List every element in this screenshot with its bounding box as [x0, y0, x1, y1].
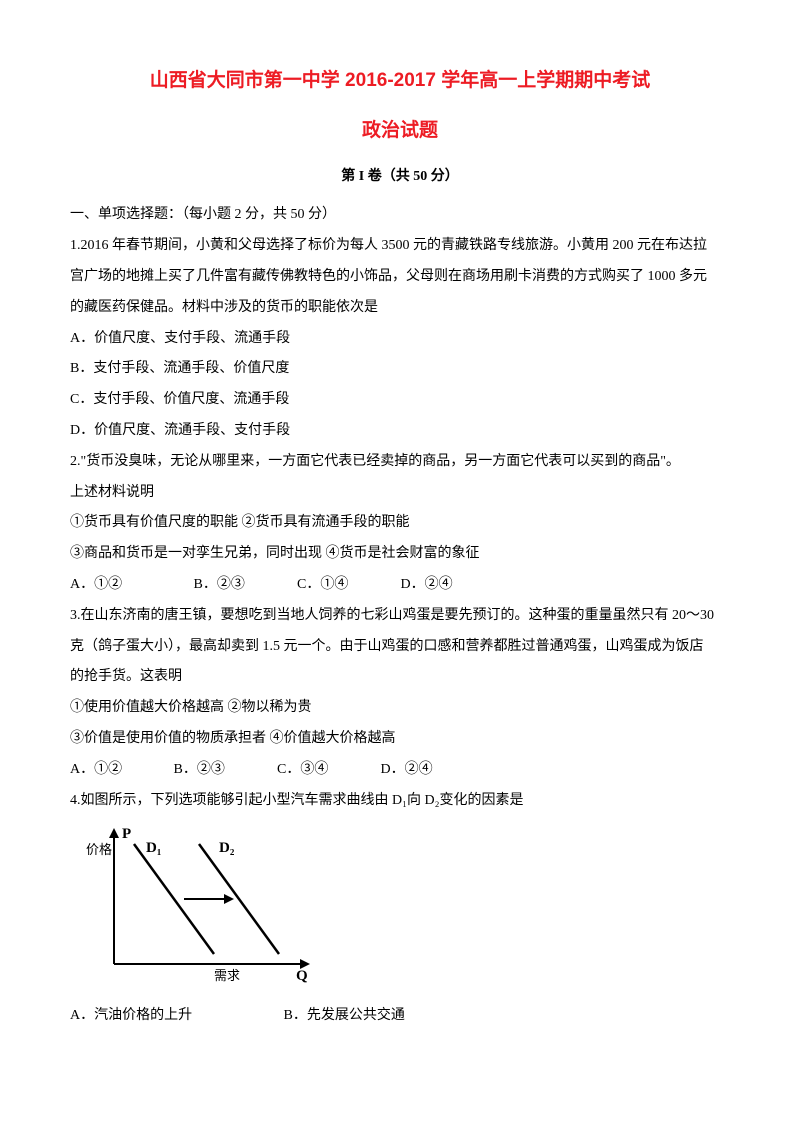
svg-text:P: P — [122, 826, 131, 842]
q3-line3: 的抢手货。这表明 — [70, 662, 730, 693]
q3-option-a: A．①② — [70, 755, 170, 786]
q3-option-c: C．③④ — [277, 755, 377, 786]
q3-stmt-3: ③价值是使用价值的物质承担者 — [70, 731, 266, 746]
svg-text:价格: 价格 — [86, 842, 112, 857]
q2-option-b: B．②③ — [194, 570, 294, 601]
q3-line2: 克（鸽子蛋大小），最高却卖到 1.5 元一个。由于山鸡蛋的口感和营养都胜过普通鸡… — [70, 632, 730, 663]
q1-option-a: A．价值尺度、支付手段、流通手段 — [70, 324, 730, 355]
svg-text:D₁: D₁ — [146, 840, 161, 856]
q2-options: A．①② B．②③ C．①④ D．②④ — [70, 570, 730, 601]
q1-option-b: B．支付手段、流通手段、价值尺度 — [70, 354, 730, 385]
q1-line2: 宫广场的地摊上买了几件富有藏传佛教特色的小饰品，父母则在商场用刷卡消费的方式购买… — [70, 262, 730, 293]
q1-option-c: C．支付手段、价值尺度、流通手段 — [70, 385, 730, 416]
q3-line1: 3.在山东济南的唐王镇，要想吃到当地人饲养的七彩山鸡蛋是要先预订的。这种蛋的重量… — [70, 601, 730, 632]
q1-line3: 的藏医药保健品。材料中涉及的货币的职能依次是 — [70, 293, 730, 324]
demand-curve-svg: P 价格 Q 需求 D₁ D₂ — [84, 824, 324, 984]
svg-text:需求: 需求 — [214, 968, 240, 983]
exam-title-main: 山西省大同市第一中学 2016-2017 学年高一上学期期中考试 — [70, 60, 730, 102]
q3-option-b: B．②③ — [174, 755, 274, 786]
svg-text:Q: Q — [296, 968, 308, 984]
svg-text:D₂: D₂ — [219, 840, 235, 856]
q2-statements-1: ①货币具有价值尺度的职能 ②货币具有流通手段的职能 — [70, 508, 730, 539]
q3-options: A．①② B．②③ C．③④ D．②④ — [70, 755, 730, 786]
q1-option-d: D．价值尺度、流通手段、支付手段 — [70, 416, 730, 447]
q2-statements-2: ③商品和货币是一对孪生兄弟，同时出现 ④货币是社会财富的象征 — [70, 539, 730, 570]
q2-option-d: D．②④ — [401, 570, 453, 601]
q2-line2: 上述材料说明 — [70, 478, 730, 509]
q4-demand-chart: P 价格 Q 需求 D₁ D₂ — [84, 824, 730, 997]
q4-options: A．汽油价格的上升 B．先发展公共交通 — [70, 1001, 730, 1032]
section-header: 第 I 卷（共 50 分） — [70, 162, 730, 193]
q3-stmt-2: ②物以稀为贵 — [228, 700, 312, 715]
q3-statements-2: ③价值是使用价值的物质承担者 ④价值越大价格越高 — [70, 724, 730, 755]
q4-option-b: B．先发展公共交通 — [284, 1001, 405, 1032]
exam-title-sub: 政治试题 — [70, 110, 730, 152]
q3-stmt-4: ④价值越大价格越高 — [270, 731, 396, 746]
q2-option-c: C．①④ — [297, 570, 397, 601]
q3-option-d: D．②④ — [381, 755, 433, 786]
q3-statements-1: ①使用价值越大价格越高 ②物以稀为贵 — [70, 693, 730, 724]
q3-stmt-1: ①使用价值越大价格越高 — [70, 700, 224, 715]
q4-line1: 4.如图所示，下列选项能够引起小型汽车需求曲线由 D₁向 D₂变化的因素是 — [70, 786, 730, 817]
q2-line1: 2."货币没臭味，无论从哪里来，一方面它代表已经卖掉的商品，另一方面它代表可以买… — [70, 447, 730, 478]
q2-stmt-1: ①货币具有价值尺度的职能 — [70, 515, 238, 530]
section-instruction: 一、单项选择题：（每小题 2 分，共 50 分） — [70, 200, 730, 231]
q4-option-a: A．汽油价格的上升 — [70, 1001, 280, 1032]
q2-option-a: A．①② — [70, 570, 190, 601]
q1-line1: 1.2016 年春节期间，小黄和父母选择了标价为每人 3500 元的青藏铁路专线… — [70, 231, 730, 262]
q2-stmt-2: ②货币具有流通手段的职能 — [242, 515, 410, 530]
